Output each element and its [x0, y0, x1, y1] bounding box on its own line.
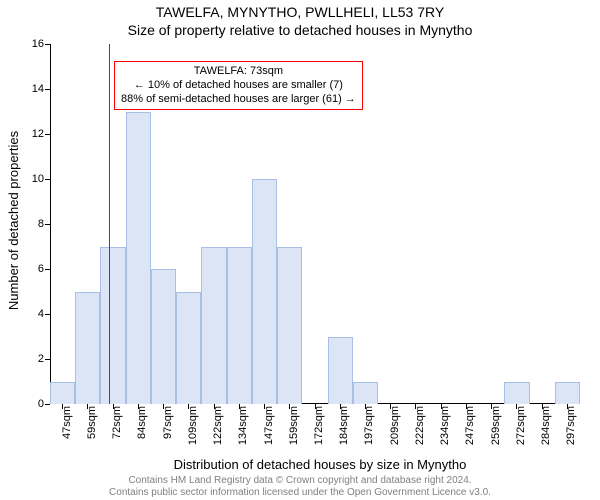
ytick-label: 14 — [20, 83, 44, 95]
plot-area: 47sqm59sqm72sqm84sqm97sqm109sqm122sqm134… — [50, 44, 580, 404]
ytick-mark — [45, 134, 50, 135]
histogram-bar — [227, 247, 252, 405]
xtick-label: 184sqm — [338, 406, 350, 445]
xtick-label: 97sqm — [162, 406, 174, 439]
xtick-label: 109sqm — [187, 406, 199, 445]
histogram-bar — [277, 247, 302, 405]
xtick-label: 209sqm — [389, 406, 401, 445]
ytick-label: 0 — [20, 398, 44, 410]
ytick-label: 8 — [20, 218, 44, 230]
histogram-bar — [353, 382, 378, 405]
xtick-label: 284sqm — [540, 406, 552, 445]
xtick-label: 259sqm — [490, 406, 502, 445]
ytick-mark — [45, 359, 50, 360]
xtick-label: 247sqm — [464, 406, 476, 445]
histogram-bar — [126, 112, 151, 405]
xtick-label: 272sqm — [515, 406, 527, 445]
ytick-mark — [45, 314, 50, 315]
histogram-bar — [328, 337, 353, 405]
xtick-label: 234sqm — [439, 406, 451, 445]
annotation-box: TAWELFA: 73sqm← 10% of detached houses a… — [114, 61, 363, 110]
xtick-label: 197sqm — [363, 406, 375, 445]
annotation-line3: 88% of semi-detached houses are larger (… — [121, 93, 356, 107]
annotation-line2: ← 10% of detached houses are smaller (7) — [121, 79, 356, 93]
xtick-label: 72sqm — [111, 406, 123, 439]
y-axis-line — [50, 44, 51, 404]
copyright-line2: Contains public sector information licen… — [0, 487, 600, 499]
copyright-line1: Contains HM Land Registry data © Crown c… — [0, 475, 600, 487]
histogram-bar — [555, 382, 580, 405]
histogram-bar — [100, 247, 125, 405]
xtick-label: 122sqm — [212, 406, 224, 445]
xtick-label: 172sqm — [313, 406, 325, 445]
chart-title-line1: TAWELFA, MYNYTHO, PWLLHELI, LL53 7RY — [0, 4, 600, 20]
xtick-label: 147sqm — [263, 406, 275, 445]
ytick-label: 10 — [20, 173, 44, 185]
chart-title-line2: Size of property relative to detached ho… — [0, 22, 600, 38]
histogram-bar — [252, 179, 277, 404]
xtick-label: 47sqm — [61, 406, 73, 439]
ytick-label: 4 — [20, 308, 44, 320]
histogram-bar — [176, 292, 201, 405]
ytick-mark — [45, 89, 50, 90]
chart-container: TAWELFA, MYNYTHO, PWLLHELI, LL53 7RY Siz… — [0, 0, 600, 500]
ytick-label: 2 — [20, 353, 44, 365]
ytick-mark — [45, 179, 50, 180]
x-axis-label: Distribution of detached houses by size … — [50, 457, 590, 472]
ytick-mark — [45, 44, 50, 45]
annotation-line1: TAWELFA: 73sqm — [121, 65, 356, 79]
histogram-bar — [50, 382, 75, 405]
ytick-label: 6 — [20, 263, 44, 275]
ytick-label: 16 — [20, 38, 44, 50]
xtick-label: 59sqm — [86, 406, 98, 439]
histogram-bar — [201, 247, 226, 405]
ytick-mark — [45, 224, 50, 225]
xtick-label: 84sqm — [136, 406, 148, 439]
xtick-label: 297sqm — [565, 406, 577, 445]
xtick-label: 159sqm — [288, 406, 300, 445]
xtick-label: 134sqm — [237, 406, 249, 445]
copyright-text: Contains HM Land Registry data © Crown c… — [0, 475, 600, 498]
histogram-bar — [151, 269, 176, 404]
histogram-bar — [75, 292, 100, 405]
reference-vline — [109, 44, 110, 404]
histogram-bar — [504, 382, 529, 405]
ytick-label: 12 — [20, 128, 44, 140]
ytick-mark — [45, 269, 50, 270]
xtick-label: 222sqm — [414, 406, 426, 445]
